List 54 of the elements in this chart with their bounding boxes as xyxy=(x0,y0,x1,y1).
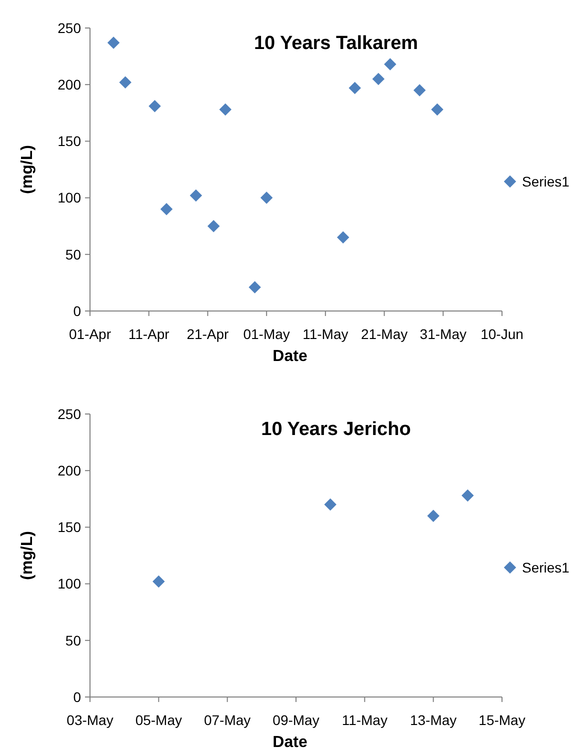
y-tick-label: 250 xyxy=(58,20,82,36)
point xyxy=(160,202,173,216)
point xyxy=(148,100,161,112)
point xyxy=(190,189,202,202)
y-tick-label: 250 xyxy=(58,406,82,422)
y-tick-label: 100 xyxy=(58,190,82,206)
x-tick-label: 11-Apr xyxy=(128,326,170,342)
x-tick-label: 10-Jun xyxy=(480,326,524,342)
point xyxy=(248,281,261,294)
y-tick-label: 0 xyxy=(73,302,82,319)
point xyxy=(431,103,444,116)
x-tick-label: 13-May xyxy=(410,712,457,728)
point xyxy=(207,220,220,232)
point xyxy=(372,72,385,86)
point xyxy=(462,489,474,502)
y-axis-title: (mg/L) xyxy=(19,145,36,194)
y-tick-label: 50 xyxy=(65,632,82,648)
chart-title: 10 Years Jericho xyxy=(261,419,411,440)
x-tick-label: 07-May xyxy=(204,712,251,728)
x-tick-label: 01-May xyxy=(243,326,290,342)
point xyxy=(348,82,361,94)
x-tick-label: 21-May xyxy=(360,326,408,342)
point xyxy=(260,192,273,204)
y-tick-label: 100 xyxy=(58,576,82,592)
point xyxy=(119,76,132,88)
x-axis-title: Date xyxy=(272,734,308,751)
x-tick-label: 11-May xyxy=(302,326,348,342)
y-tick-label: 150 xyxy=(58,519,82,536)
x-tick-label: 03-May xyxy=(66,712,114,728)
point xyxy=(413,84,426,96)
x-tick-label: 31-May xyxy=(420,326,466,342)
y-tick-label: 150 xyxy=(58,133,82,150)
y-tick-label: 50 xyxy=(65,246,82,262)
y-tick-label: 200 xyxy=(58,462,82,478)
x-tick-label: 15-May xyxy=(478,712,526,728)
legend-label: Series1 xyxy=(522,559,570,576)
x-tick-label: 11-May xyxy=(342,712,388,728)
x-axis-title: Date xyxy=(272,348,308,365)
point xyxy=(427,510,440,522)
y-tick-label: 0 xyxy=(73,688,82,705)
point xyxy=(384,58,396,70)
x-tick-label: 05-May xyxy=(135,712,182,728)
y-axis-title: (mg/L) xyxy=(19,531,36,580)
legend-label: Series1 xyxy=(522,173,570,190)
chart-title: 10 Years Talkarem xyxy=(254,33,418,54)
point xyxy=(152,575,165,588)
x-tick-label: 09-May xyxy=(272,712,320,728)
point xyxy=(219,103,232,116)
point xyxy=(107,36,120,49)
point xyxy=(336,231,350,244)
x-tick-label: 21-Apr xyxy=(186,326,230,342)
point xyxy=(324,498,336,511)
x-tick-label: 01-Apr xyxy=(68,326,112,342)
y-tick-label: 200 xyxy=(58,76,82,92)
